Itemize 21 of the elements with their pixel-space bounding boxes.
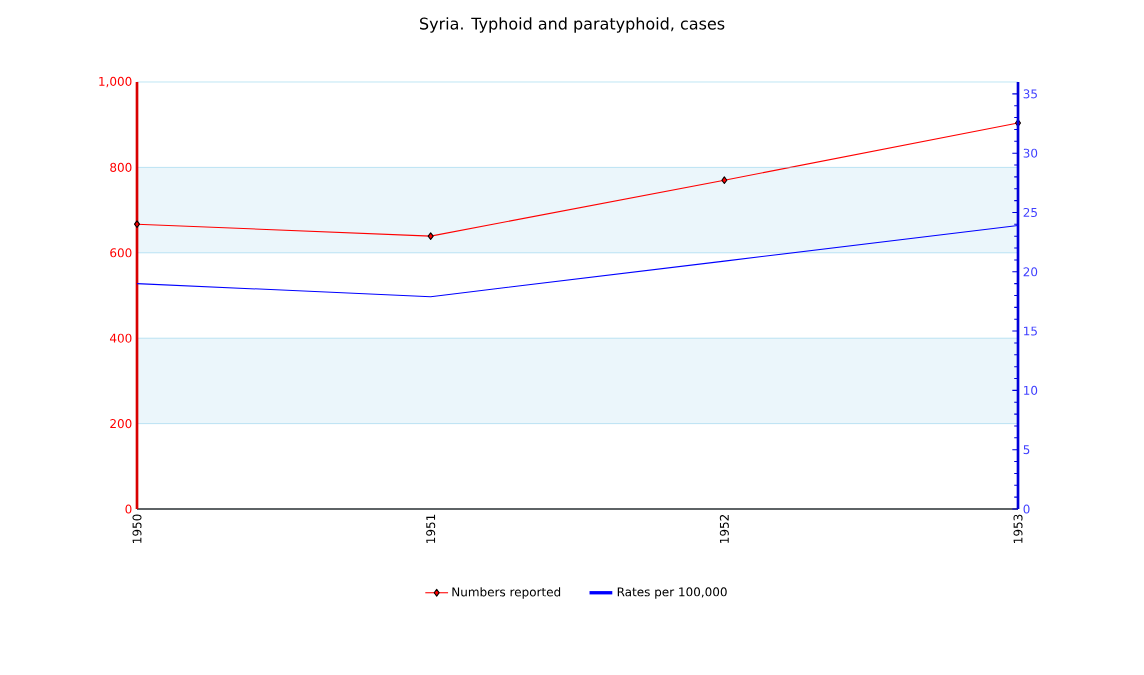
y2-tick-label: 15 — [1024, 326, 1037, 336]
y2-tick-label: 5 — [1023, 445, 1030, 455]
legend-label: Numbers reported — [452, 587, 561, 599]
y2-tick-label: 30 — [1023, 148, 1038, 158]
x-tick-label: 1952 — [719, 514, 729, 543]
y-tick-label: 800 — [110, 162, 132, 172]
x-tick-label: 1950 — [132, 514, 142, 543]
x-tick-label: 1951 — [426, 514, 436, 543]
y2-tick-label: 0 — [1023, 504, 1030, 514]
y-tick-label: 400 — [109, 333, 132, 343]
y2-tick-label: 35 — [1023, 89, 1037, 99]
y-tick-label: 600 — [110, 248, 132, 258]
y2-tick-label: 20 — [1023, 267, 1038, 277]
legend-label: Rates per 100,000 — [617, 587, 727, 599]
x-tick-label: 1953 — [1013, 514, 1023, 543]
y2-tick-label: 25 — [1023, 207, 1037, 218]
chart-title: Syria. Typhoid and paratyphoid, cases — [420, 17, 725, 33]
y2-tick-label: 10 — [1024, 385, 1038, 395]
y-tick-label: 0 — [125, 504, 132, 514]
y-tick-label: 200 — [110, 419, 132, 429]
y-tick-label: 1,000 — [99, 76, 132, 88]
